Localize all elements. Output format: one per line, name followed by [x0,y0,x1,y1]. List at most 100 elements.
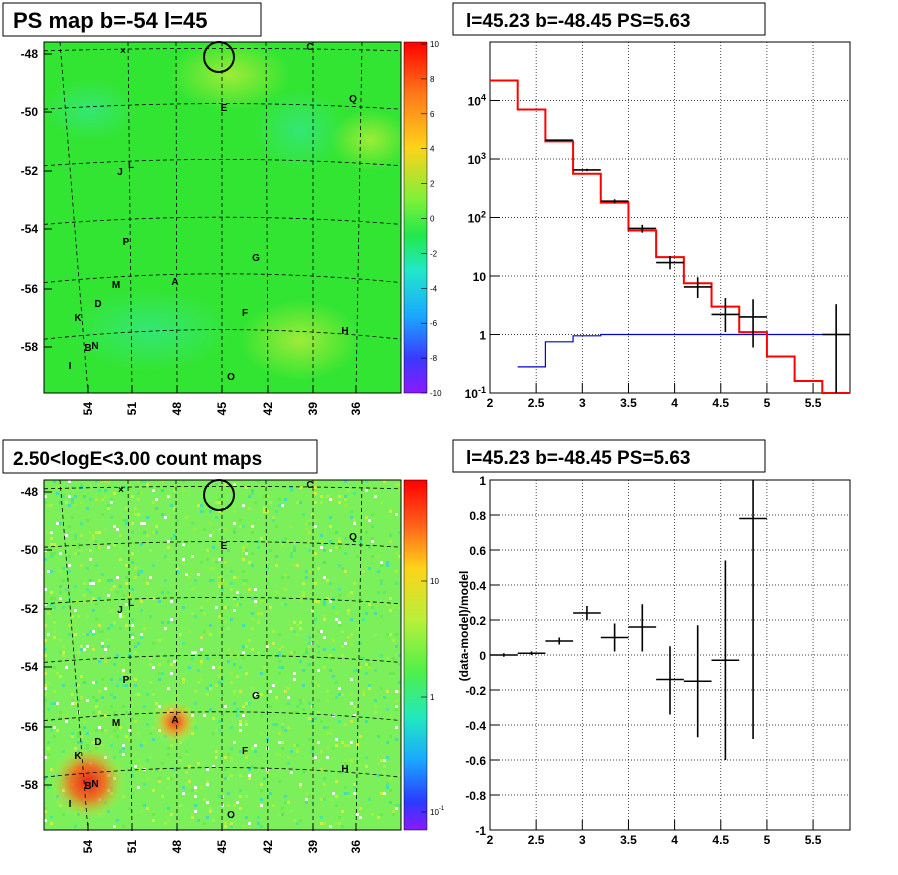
count-map-pixel [332,747,335,750]
ps-map-source-labels: C Q E JL P G M A D F K H B N I O [69,42,358,383]
count-map-pixel [377,762,380,765]
count-map-pixel [278,633,281,636]
count-map-pixel [152,789,155,792]
map-parallel-line [43,48,402,52]
count-map-pixel [233,576,236,579]
count-map-pixel [302,684,305,687]
count-map-pixel [152,489,155,492]
count-map-pixel [80,735,83,738]
count-map-pixel [59,651,62,654]
count-map-pixel [281,741,284,744]
count-map-pixel [167,591,170,594]
count-map-pixel [71,498,74,501]
count-map-pixel [320,546,323,549]
count-map-pixel [182,642,185,645]
count-map-pixel [65,720,68,723]
count-map-pixel [86,645,89,648]
count-map-pixel [335,696,338,699]
count-map-pixel [353,786,356,789]
map-longitude-tick-label: 48 [170,840,184,854]
count-map-pixel [323,603,326,606]
count-map-pixel [161,591,164,594]
count-map-pixel [140,810,143,813]
count-map-pixel [185,771,188,774]
count-map-pixel [218,585,221,588]
count-map-pixel [164,555,167,558]
count-map-pixel [311,513,314,516]
count-map-pixel [131,774,134,777]
count-map-pixel [365,663,368,666]
count-map-pixel [290,489,293,492]
count-map-pixel [98,624,101,627]
count-map-pixel [389,540,392,543]
count-map-pixel [155,498,158,501]
count-map-pixel [314,501,317,504]
count-map-pixel [350,642,353,645]
count-map-pixel [233,597,236,600]
count-map-pixel [272,804,275,807]
count-map-pixel [200,504,203,507]
map-meridian-line [127,41,133,394]
count-map-pixel [95,564,98,567]
count-map-pixel [389,801,392,804]
count-map-pixel [101,498,104,501]
count-map-pixel [344,498,347,501]
count-map-pixel [95,681,98,684]
count-map-pixel [122,519,125,522]
count-map-pixel [89,732,92,735]
count-map-pixel [209,684,212,687]
count-map-pixel [182,678,185,681]
count-map-pixel [308,702,311,705]
residual-axis-ticks: 2 2.5 3 3.5 4 4.5 5 5.5 -1 -0.8 -0.6 -0.4 -0.2 0 0.2 0.… [465,474,821,847]
ps-map-title: PS map b=-54 l=45 [13,8,207,33]
count-map-pixel [311,609,314,612]
count-map-pixel [182,558,185,561]
count-map-pixel [95,729,98,732]
count-map-pixel [140,480,143,483]
count-map-pixel [365,720,368,723]
count-map-pixel [122,669,125,672]
count-map-pixel [179,645,182,648]
count-map-pixel [113,543,116,546]
count-map-pixel [233,522,236,525]
count-map-pixel [260,783,263,786]
count-map-pixel [212,666,215,669]
count-map-pixel [371,813,374,816]
count-map-pixel [206,783,209,786]
colorbar-tick-label: 10-1 [430,806,445,817]
count-map-pixel [230,618,233,621]
count-map-pixel [194,804,197,807]
map-source-label: L [128,160,134,171]
map-source-label: D [94,737,101,748]
count-map-pixel [314,519,317,522]
residual-x-tick-label: 2.5 [528,833,545,847]
count-map-pixel [344,744,347,747]
count-map-pixel [227,627,230,630]
count-map-pixel [272,723,275,726]
count-map-pixel [299,501,302,504]
count-map-pixel [170,744,173,747]
count-map-pixel [71,516,74,519]
count-map-pixel [53,621,56,624]
spectrum-y-tick-label: 102 [468,210,486,226]
count-map-pixel [386,786,389,789]
count-map-pixel [224,822,227,825]
count-map-pixel [122,744,125,747]
map-longitude-tick-label: 54 [81,840,95,854]
count-map-pixel [122,705,125,708]
count-map-pixel [50,552,53,555]
count-map-pixel [53,702,56,705]
count-map-pixel [53,480,56,483]
count-map-pixel [146,723,149,726]
count-map-pixel [374,711,377,714]
map-source-label: N [91,341,98,352]
map-meridian-line [265,41,269,394]
spectrum-y-tick-label: 1 [479,329,486,343]
count-map-pixel [239,795,242,798]
count-map-pixel [359,666,362,669]
count-map-pixel [200,651,203,654]
count-map-pixel [368,519,371,522]
count-map-pixel [209,510,212,513]
count-map-pixel [332,675,335,678]
